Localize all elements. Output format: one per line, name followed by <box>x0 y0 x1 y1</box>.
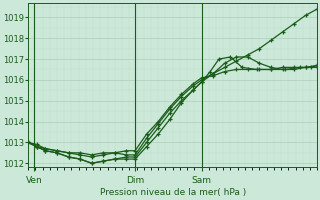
X-axis label: Pression niveau de la mer( hPa ): Pression niveau de la mer( hPa ) <box>100 188 246 197</box>
